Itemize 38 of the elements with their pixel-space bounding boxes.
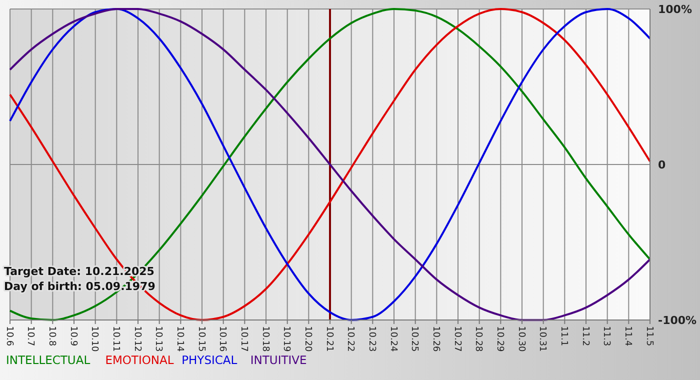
x-tick-label: 10.11 <box>110 326 121 352</box>
x-tick-label: 10.18 <box>260 326 270 352</box>
text: INTUITIVE <box>250 353 307 367</box>
x-tick-label: 10.21 <box>324 326 334 352</box>
text: INTELLECTUAL <box>6 353 91 367</box>
x-tick-label: 10.26 <box>430 326 441 352</box>
x-tick-label: 10.9 <box>68 326 78 346</box>
y-tick-label: 100% <box>658 2 692 16</box>
x-tick-label: 10.29 <box>494 326 505 352</box>
x-tick-label: 10.15 <box>196 326 206 352</box>
x-tick-label: 10.17 <box>238 326 249 352</box>
x-tick-label: 10.12 <box>132 326 142 352</box>
x-tick-label: 10.22 <box>345 326 356 352</box>
y-tick-label: 0 <box>658 158 666 172</box>
x-tick-label: 10.14 <box>174 326 185 352</box>
x-tick-label: 10.7 <box>25 326 36 346</box>
x-tick-label: 10.23 <box>366 326 377 352</box>
x-tick-label: 10.25 <box>409 326 420 352</box>
y-tick-label: -100% <box>658 314 697 327</box>
x-tick-label: 11.5 <box>644 326 654 346</box>
x-tick-label: 11.3 <box>601 326 612 346</box>
x-tick-label: 10.27 <box>452 326 462 352</box>
x-tick-label: 10.10 <box>89 326 100 352</box>
x-tick-label: 10.31 <box>537 326 548 352</box>
x-tick-label: 10.6 <box>4 326 14 346</box>
x-tick-label: 10.30 <box>516 326 526 352</box>
x-tick-label: 10.16 <box>217 326 228 352</box>
x-tick-label: 10.13 <box>153 326 164 352</box>
x-tick-label: 11.1 <box>558 326 569 346</box>
x-tick-label: 10.8 <box>46 326 57 346</box>
x-tick-label: 10.19 <box>281 326 292 352</box>
x-tick-label: 11.2 <box>580 326 590 346</box>
text: PHYSICAL <box>182 353 238 367</box>
x-tick-label: 10.28 <box>473 326 484 352</box>
x-tick-label: 11.4 <box>622 326 633 346</box>
x-tick-label: 10.20 <box>302 326 313 352</box>
text: EMOTIONAL <box>105 353 174 367</box>
x-tick-label: 10.24 <box>388 326 398 352</box>
